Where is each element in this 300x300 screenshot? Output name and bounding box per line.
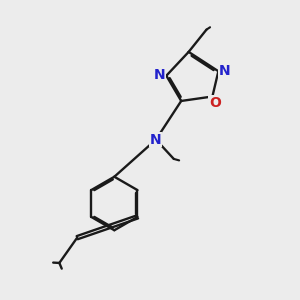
- Text: N: N: [150, 133, 162, 147]
- Text: N: N: [154, 68, 166, 82]
- Text: O: O: [209, 96, 221, 110]
- Text: N: N: [219, 64, 231, 78]
